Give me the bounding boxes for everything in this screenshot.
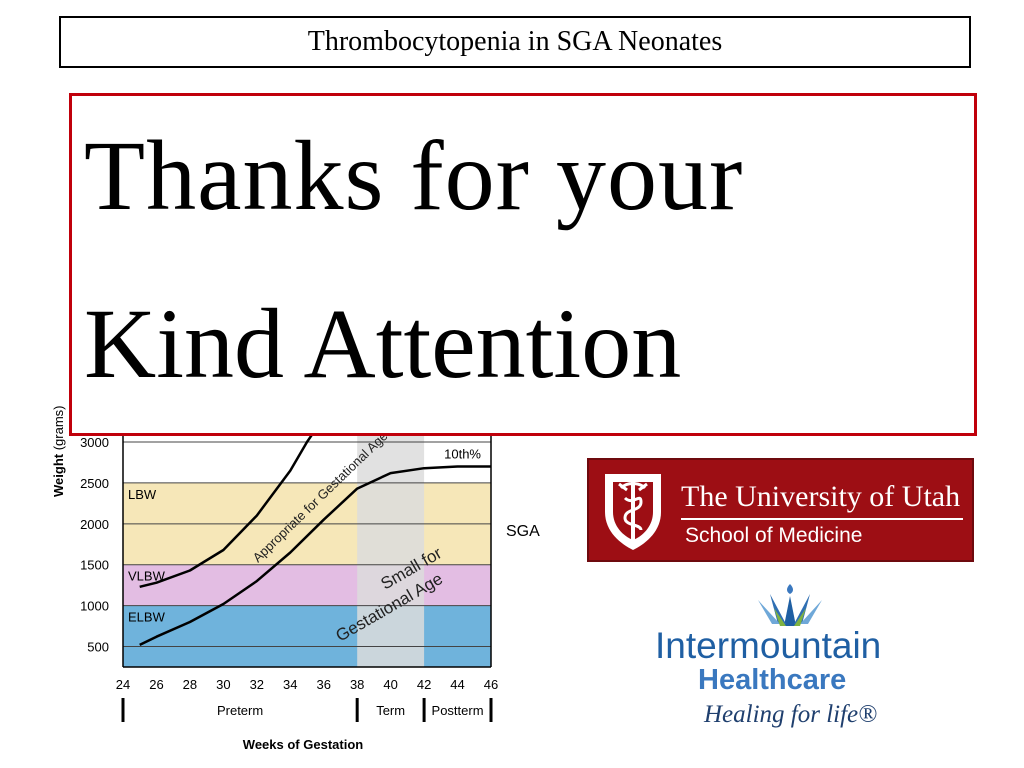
chart-svg: 500 1000 1500 2000 2500 3000 24 26 28 30 32 34 36 38 4… bbox=[51, 406, 540, 752]
thanks-line-1: Thanks for your bbox=[84, 120, 744, 231]
y-tick-label: 2000 bbox=[80, 517, 109, 532]
y-tick-label: 3000 bbox=[80, 435, 109, 450]
x-tick-label: 24 bbox=[116, 677, 130, 692]
sga-side-label: SGA bbox=[506, 523, 540, 540]
ih-name-line1: Intermountain bbox=[655, 625, 882, 666]
slide-title: Thrombocytopenia in SGA Neonates bbox=[59, 16, 971, 68]
term-band bbox=[357, 436, 425, 667]
y-tick-label: 1000 bbox=[80, 599, 109, 614]
x-tick-label: 30 bbox=[216, 677, 230, 692]
ih-tagline: Healing for life® bbox=[704, 701, 878, 728]
utah-divider bbox=[681, 518, 963, 520]
caduceus-shield-icon bbox=[605, 474, 661, 550]
band-label: LBW bbox=[128, 487, 157, 502]
ih-name-line2: Healthcare bbox=[698, 664, 847, 696]
period-term: Term bbox=[376, 703, 405, 718]
period-postterm: Postterm bbox=[432, 703, 484, 718]
x-tick-label: 26 bbox=[149, 677, 163, 692]
intermountain-mark-icon bbox=[758, 584, 822, 626]
x-tick-label: 34 bbox=[283, 677, 297, 692]
x-tick-label: 42 bbox=[417, 677, 431, 692]
gestation-weight-chart: 500 1000 1500 2000 2500 3000 24 26 28 30 32 34 36 38 4… bbox=[0, 360, 560, 768]
x-tick-label: 46 bbox=[484, 677, 498, 692]
utah-name: The University of Utah bbox=[681, 480, 961, 513]
x-tick-label: 36 bbox=[316, 677, 330, 692]
thanks-line-2: Kind Attention bbox=[84, 288, 682, 399]
band-label: ELBW bbox=[128, 610, 166, 625]
university-of-utah-logo: The University of Utah School of Medicin… bbox=[587, 458, 974, 562]
series-label: 10th% bbox=[444, 447, 481, 462]
y-axis-title: Weight (grams) bbox=[51, 406, 66, 497]
x-tick-label: 32 bbox=[250, 677, 264, 692]
band-elbw bbox=[123, 605, 491, 667]
x-tick-label: 38 bbox=[350, 677, 364, 692]
thanks-box: Thanks for your Kind Attention bbox=[69, 93, 977, 436]
band-label: VLBW bbox=[128, 569, 166, 584]
x-tick-label: 40 bbox=[383, 677, 397, 692]
period-preterm: Preterm bbox=[217, 703, 263, 718]
utah-school: School of Medicine bbox=[685, 524, 863, 547]
x-tick-label: 28 bbox=[183, 677, 197, 692]
intermountain-healthcare-logo: Intermountain Healthcare Healing for lif… bbox=[640, 580, 940, 750]
series-line-0 bbox=[139, 465, 491, 647]
x-tick-label: 44 bbox=[450, 677, 464, 692]
series-line-1 bbox=[139, 436, 313, 589]
y-tick-label: 500 bbox=[87, 640, 109, 655]
x-axis-title: Weeks of Gestation bbox=[243, 737, 363, 752]
y-tick-label: 2500 bbox=[80, 476, 109, 491]
y-tick-label: 1500 bbox=[80, 558, 109, 573]
